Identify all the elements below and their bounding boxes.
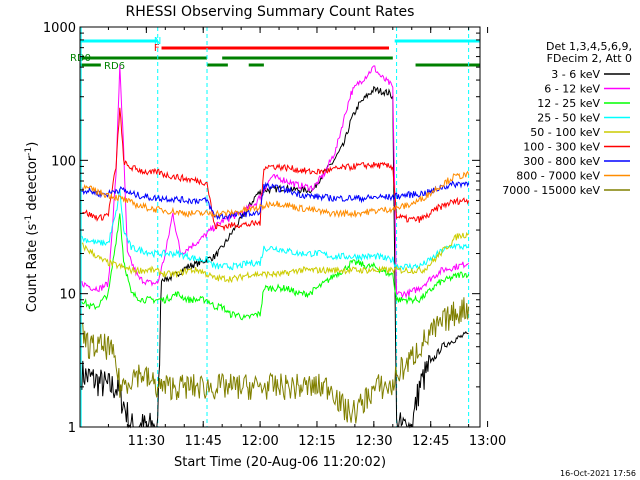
y-tick-label: 1 [68,421,76,436]
series-line [81,213,470,321]
series-layer [81,65,470,429]
legend-header: Det 1,3,4,5,6,9, [546,40,632,53]
y-tick-label: 100 [51,154,76,169]
legend-label: 300 - 800 keV [523,155,600,168]
y-axis-label-main: Count Rate (s [25,224,40,313]
series-line [81,65,470,299]
legend-label: 6 - 12 keV [544,83,600,96]
legend-label: 12 - 25 keV [537,97,600,110]
legend-label: 3 - 6 keV [551,68,600,81]
axes: 11:30 11:45 12:00 12:15 12:30 12:45 13:00 1 10 10… [43,21,506,449]
legend: Det 1,3,4,5,6,9,FDecim 2, Att 0 3 - 6 keV… [502,40,632,197]
y-tick-label: 1000 [43,21,76,36]
legend-header: FDecim 2, Att 0 [547,52,632,65]
series-line [81,107,470,232]
y-axis-label-mid: detector [25,155,40,215]
flare-flag-label: F [154,43,160,54]
legend-label: 100 - 300 keV [523,141,600,154]
legend-label: 25 - 50 keV [537,112,600,125]
rd0-flag-label: RD0 [70,53,91,64]
rd6-flag-label: RD6 [104,61,125,72]
y-tick-label: 10 [59,288,76,303]
series-line [81,180,470,221]
x-tick-label: 11:30 [128,434,165,449]
series-line [81,188,469,271]
footer-timestamp: 16-Oct-2021 17:56 [560,469,636,478]
series-line [81,231,469,284]
status-flags: NFRD0RD6 [70,27,480,427]
y-axis-label: Count Rate (s-1 detector-1) [24,142,40,313]
y-axis-label-end: ) [25,142,40,147]
x-tick-label: 12:15 [298,434,335,449]
x-tick-label: 12:00 [241,434,278,449]
series-line [81,170,470,219]
legend-label: 800 - 7000 keV [516,170,600,183]
series-line [81,297,470,424]
chart-title: RHESSI Observing Summary Count Rates [126,4,415,20]
x-axis-label: Start Time (20-Aug-06 11:20:02) [174,455,386,470]
y-axis-label-sup1: -1 [24,215,34,224]
x-tick-label: 11:45 [184,434,221,449]
x-tick-label: 12:30 [355,434,392,449]
legend-label: 50 - 100 keV [530,126,600,139]
y-axis-label-sup2: -1 [24,147,34,156]
x-tick-label: 12:45 [412,434,449,449]
x-tick-label: 13:00 [469,434,506,449]
plot-frame [79,26,481,428]
legend-label: 7000 - 15000 keV [502,184,600,197]
